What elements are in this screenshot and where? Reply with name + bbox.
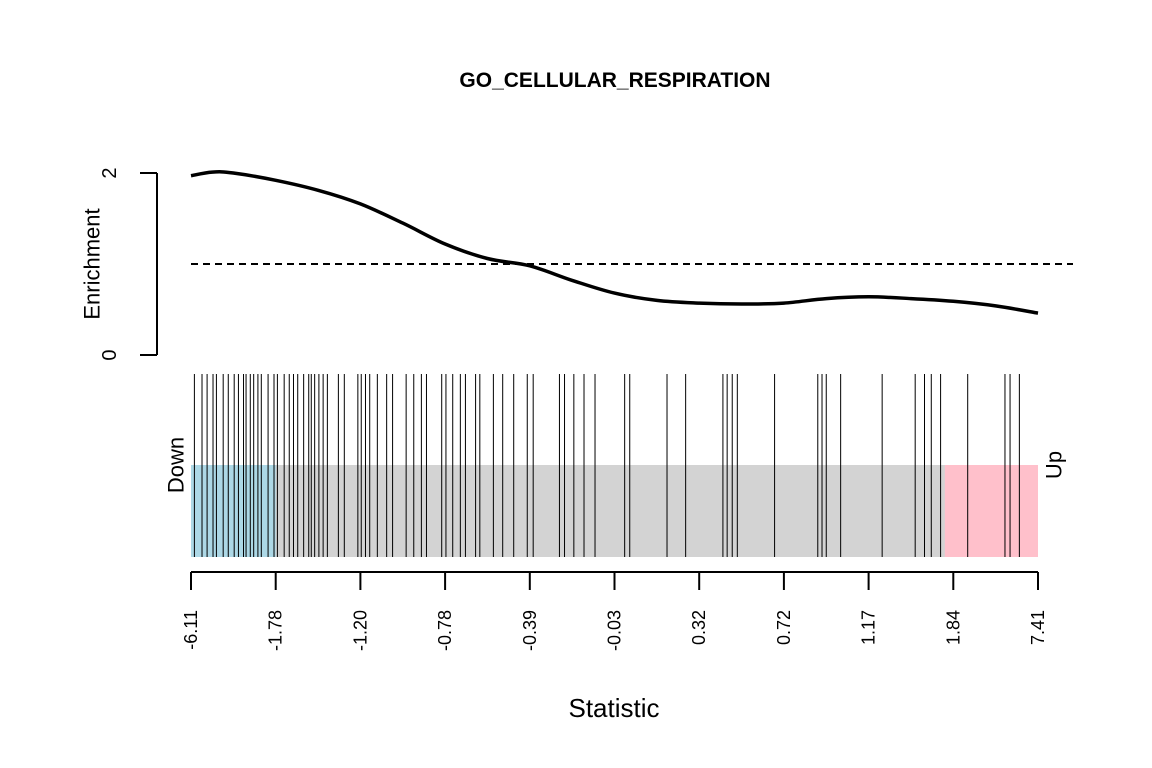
y-tick-label-0: 0 [99,349,121,360]
x-tick-label: -1.78 [266,610,286,651]
x-axis-label: Statistic [568,693,659,723]
chart-title: GO_CELLULAR_RESPIRATION [459,69,770,92]
middle-region-band [191,465,1038,557]
x-tick-label: 1.84 [943,610,963,645]
x-tick-label: 0.72 [774,610,794,645]
x-tick-label: 1.17 [859,610,879,645]
down-label: Down [164,437,189,493]
x-axis: -6.11 -1.78 -1.20 -0.78 -0.39 -0.03 0.32 0.72 1.… [181,571,1048,651]
x-tick-label: 7.41 [1028,610,1048,645]
up-label: Up [1042,451,1067,479]
y-tick-label-2: 2 [99,167,121,178]
y-axis-label: Enrichment [80,208,105,319]
x-tick-label: 0.32 [689,610,709,645]
gene-barcode-lines [193,374,1020,557]
enrichment-panel: 0 2 Enrichment [80,167,1073,361]
down-region-band [191,465,276,557]
x-tick-label: -1.20 [350,610,370,651]
x-tick-label: -6.11 [181,610,201,650]
enrichment-curve [190,170,1039,315]
x-tick-label: -0.03 [605,610,625,651]
barcode-panel: Down Up [164,374,1067,557]
up-region-band [944,465,1038,557]
x-ticks: -6.11 -1.78 -1.20 -0.78 -0.39 -0.03 0.32 0.72 1.… [181,572,1048,651]
x-tick-label: -0.39 [520,610,540,651]
x-tick-label: -0.78 [435,610,455,651]
